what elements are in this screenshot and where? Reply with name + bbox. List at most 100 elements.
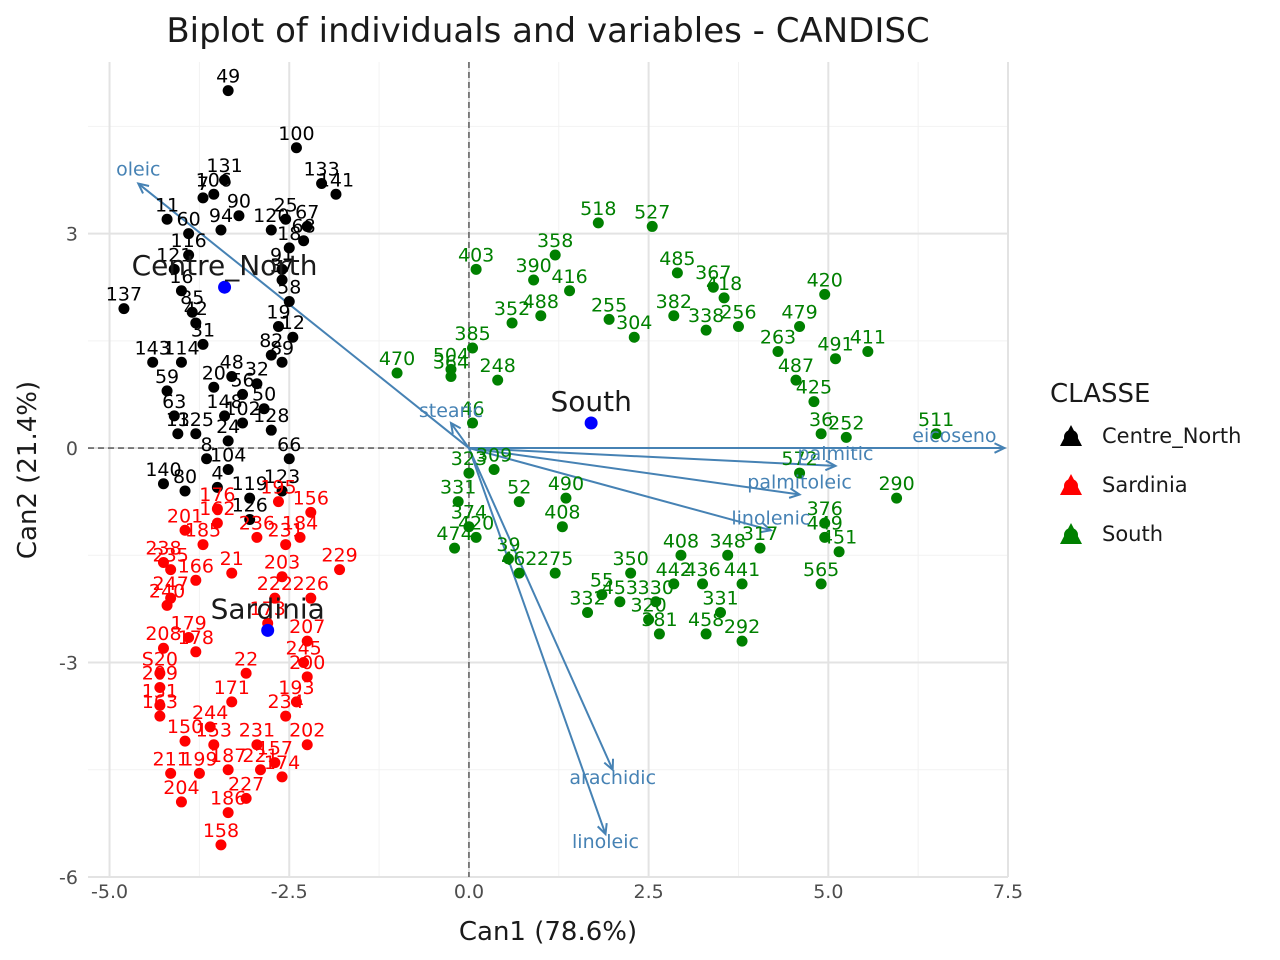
point-label: 330: [638, 577, 674, 599]
arrowhead-linoleic: [596, 823, 608, 837]
point-label: 104: [210, 445, 246, 467]
point-label: 68: [292, 216, 316, 238]
point-label: 565: [803, 559, 839, 581]
point: [862, 346, 874, 358]
point-label: 292: [724, 616, 760, 638]
point-label: 153: [196, 720, 232, 742]
point-label: 94: [209, 205, 233, 227]
point-label: 385: [454, 323, 490, 345]
point: [646, 220, 658, 232]
point: [305, 506, 317, 518]
point: [175, 356, 187, 368]
legend-entry: Centre_North: [1060, 424, 1241, 449]
centroid-label: Sardinia: [211, 592, 325, 625]
point: [592, 217, 604, 229]
point: [222, 435, 234, 447]
point: [186, 306, 198, 318]
point-label: 374: [451, 502, 487, 524]
point: [211, 481, 223, 493]
point: [197, 539, 209, 551]
point-label: 244: [192, 702, 228, 724]
point: [215, 839, 227, 851]
point-label: 125: [178, 409, 214, 431]
x-axis-title: Can1 (78.6%): [459, 917, 637, 947]
point-label: 358: [537, 230, 573, 252]
point-label: 148: [206, 391, 242, 413]
point: [175, 796, 187, 808]
point: [722, 549, 734, 561]
point-label: 56: [230, 369, 254, 391]
point-label: 143: [135, 337, 171, 359]
point-label: 21: [220, 548, 244, 570]
point: [470, 531, 482, 543]
point: [215, 224, 227, 236]
point-label: 364: [433, 352, 469, 374]
point-label: 193: [278, 677, 314, 699]
point: [276, 263, 288, 275]
legend-entry: South: [1060, 522, 1163, 546]
point: [154, 710, 166, 722]
point: [197, 192, 209, 204]
point: [675, 549, 687, 561]
point-label: 382: [656, 291, 692, 313]
point: [280, 213, 292, 225]
point-label: 176: [199, 484, 235, 506]
point: [697, 578, 709, 590]
point: [265, 349, 277, 361]
y-axis-ticks: -6 -3 0 3: [59, 224, 78, 889]
point-label: 16: [169, 266, 193, 288]
point: [582, 606, 594, 618]
point: [643, 614, 655, 626]
point-label: 381: [641, 609, 677, 631]
point: [147, 356, 159, 368]
point: [715, 606, 726, 618]
arrow-linolenic: [468, 447, 772, 532]
point: [718, 292, 730, 304]
point: [754, 542, 766, 554]
point: [265, 224, 277, 236]
point: [535, 310, 547, 322]
point: [840, 431, 852, 443]
point-label: 128: [253, 405, 289, 427]
point: [614, 596, 626, 608]
point: [272, 496, 284, 508]
variable-label-stearic: stearic: [419, 400, 483, 422]
point-label: 150: [167, 716, 203, 738]
point-label: 442: [656, 559, 692, 581]
point: [222, 464, 234, 475]
point-label: 4: [211, 462, 223, 484]
point-label: 37: [270, 255, 294, 277]
point-label: 12: [281, 312, 305, 334]
point: [219, 174, 231, 186]
point-label: 80: [173, 466, 197, 488]
point: [790, 374, 802, 386]
point-label: 462: [501, 548, 537, 570]
point-label: 376: [807, 498, 843, 520]
point: [226, 567, 238, 579]
point: [255, 764, 266, 776]
point: [190, 574, 202, 586]
point: [298, 235, 310, 247]
variable-label-palmitic: palmitic: [798, 443, 874, 465]
point: [463, 521, 475, 533]
point-label: 436: [684, 559, 720, 581]
point: [183, 632, 195, 644]
point-label: 408: [544, 502, 580, 524]
point: [251, 531, 263, 543]
point-label: 163: [142, 691, 178, 713]
point: [301, 671, 313, 683]
point-label: 131: [206, 155, 242, 177]
point: [628, 331, 640, 343]
point-label: 485: [659, 248, 695, 270]
point: [891, 492, 903, 504]
point-label: 458: [688, 609, 724, 631]
point: [161, 599, 173, 611]
point: [226, 371, 238, 383]
point-label: 231: [268, 520, 304, 542]
point-label: 208: [145, 623, 181, 645]
variable-label-linolenic: linolenic: [731, 507, 810, 529]
point-label: 411: [850, 327, 886, 349]
arrowhead-oleic: [136, 182, 150, 194]
